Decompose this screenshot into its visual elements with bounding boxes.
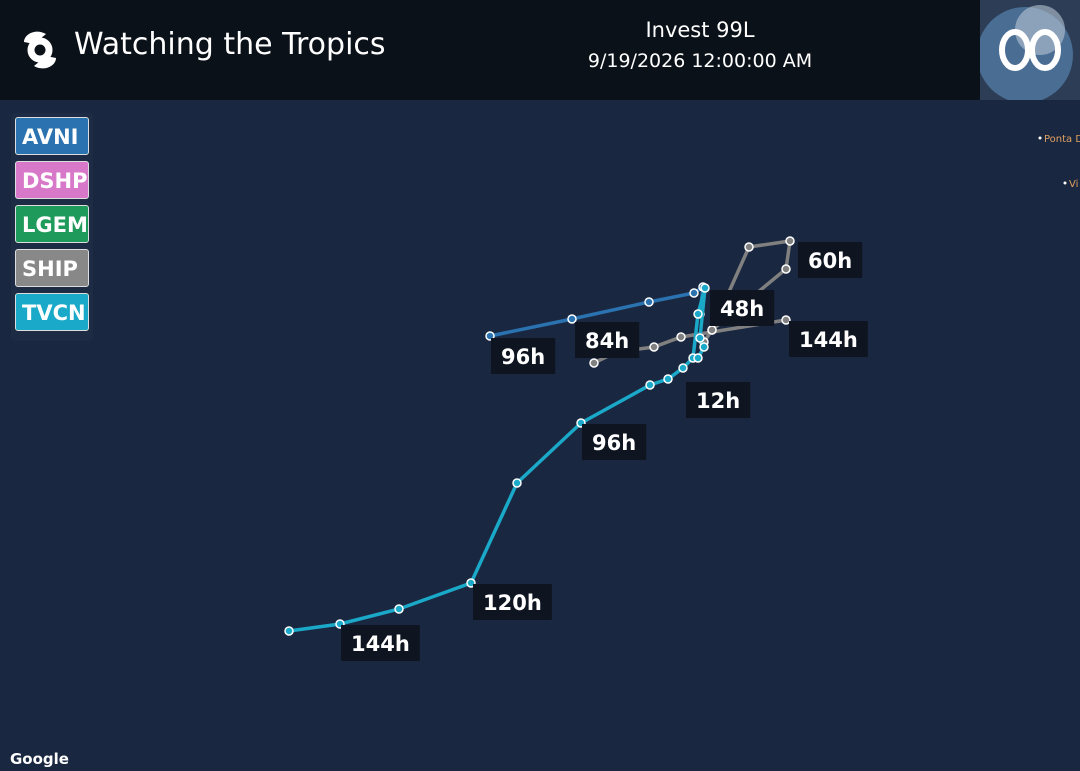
legend-button[interactable]: LGEM [15,205,89,243]
track-label: 96h [501,345,545,369]
logo [980,0,1080,100]
legend-button[interactable]: DSHP [15,161,89,199]
storm-icon [24,31,56,69]
track-label-box [798,242,863,278]
datetime: 9/19/2026 12:00:00 AM [587,50,813,72]
track-point [284,626,294,636]
legend: AVNI DSHP LGEM SHIP TVCN [11,113,93,341]
track-point [707,325,717,335]
legend-button[interactable]: SHIP [15,249,89,287]
track-label-box [710,290,775,326]
legend-button[interactable]: AVNI [15,117,89,155]
track-point [644,297,654,307]
track-label-box [341,625,420,661]
place-label: Vi [1069,179,1078,190]
track-point [663,374,673,384]
map-background [0,100,1080,771]
title: Watching the Tropics [74,27,386,62]
track-label-box [473,584,552,620]
track-label-box [686,382,751,418]
track-label-box [582,424,647,460]
place-dot [1038,136,1042,140]
track-point [689,288,699,298]
track-label: 60h [808,249,852,273]
track-label-box [491,338,556,374]
track-label: 12h [696,389,740,413]
track-point [676,332,686,342]
track-label-box [575,322,640,358]
header: Watching the Tropics Invest 99L 9/19/202… [0,0,1080,100]
track-label: 144h [351,632,410,656]
track-point [695,333,705,343]
track-point [567,314,577,324]
track-point [785,236,795,246]
track-point [693,309,703,319]
track-point [693,353,703,363]
track-point [744,242,754,252]
legend-button[interactable]: TVCN [15,293,89,331]
track-point [781,264,791,274]
track-point [394,604,404,614]
track-point [645,380,655,390]
place-label: Ponta D [1044,134,1080,145]
track-label: 96h [592,431,636,455]
track-point [781,315,791,325]
track-label: 144h [799,328,858,352]
track-point [649,342,659,352]
attribution: Google [10,750,69,768]
track-point [589,358,599,368]
place-dot [1063,181,1067,185]
track-label: 120h [483,591,542,615]
track-point [678,363,688,373]
track-label-box [789,321,868,357]
track-label: 48h [720,297,764,321]
track-point [699,342,709,352]
track-point [512,478,522,488]
storm-name: Invest 99L [645,18,755,42]
track-label: 84h [585,329,629,353]
track-point [700,283,710,293]
